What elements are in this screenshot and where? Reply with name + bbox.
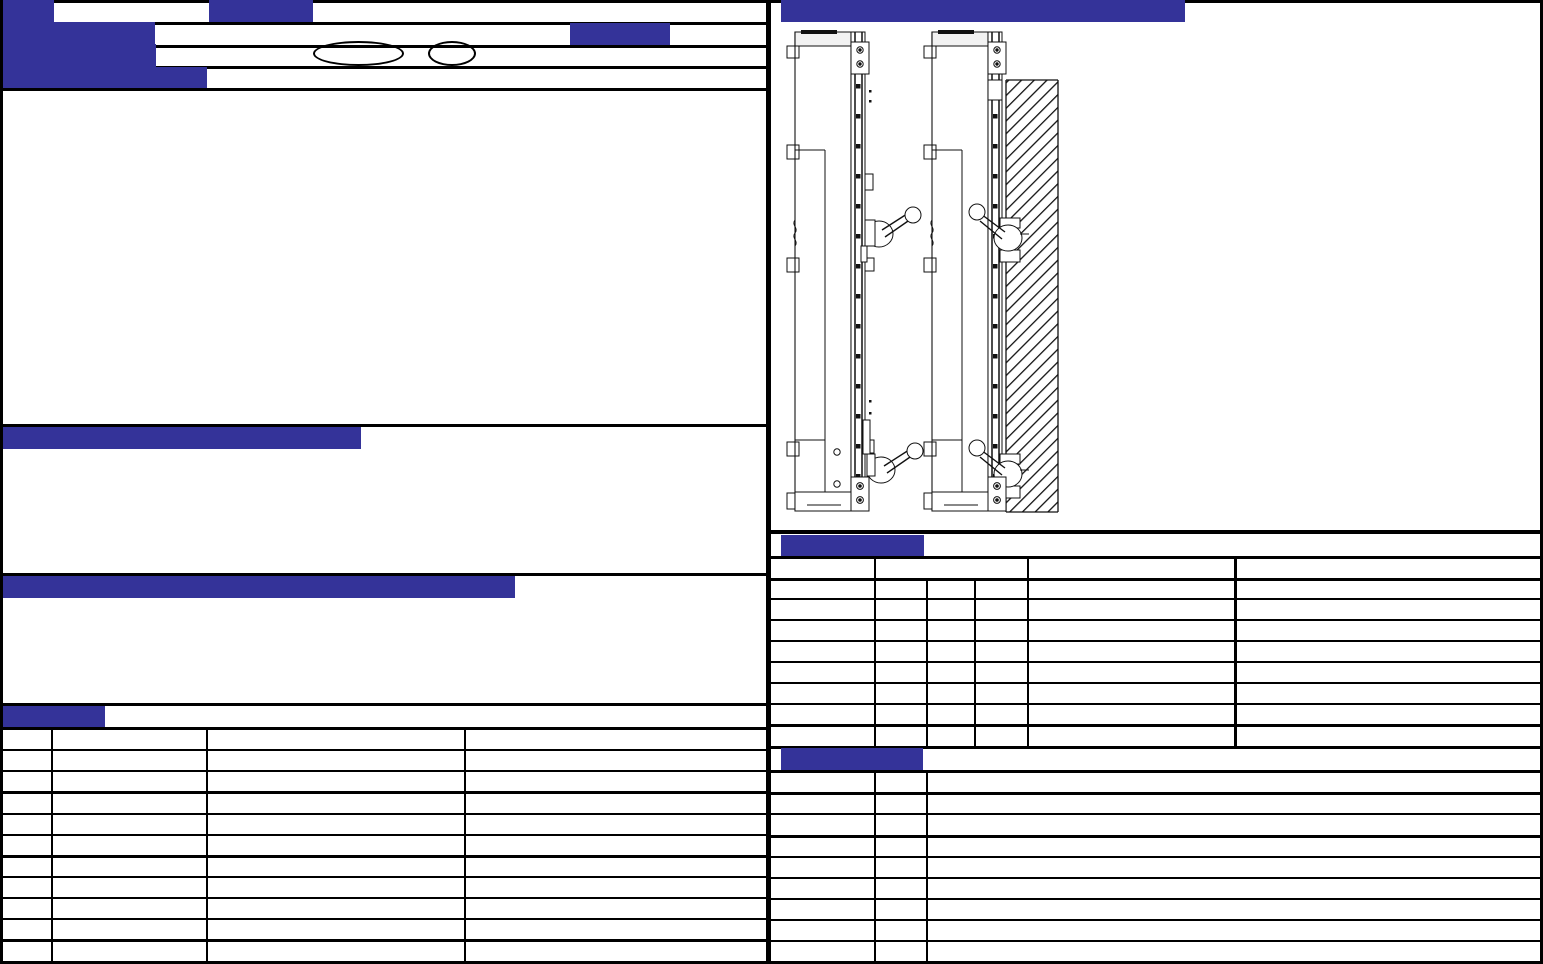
view-wall-mounted [923, 30, 1059, 513]
left-table-group-rule [3, 939, 766, 942]
clamp-knob-lower [862, 419, 924, 484]
spec-table-head-sep [771, 578, 1540, 581]
notes-table-row-rule [771, 919, 1540, 921]
section-3-heading-bar [3, 576, 515, 598]
notes-table-col-rule-2 [926, 770, 928, 961]
notes-table-row-rule [771, 856, 1540, 858]
header-field-chip-1 [209, 0, 313, 22]
option-marker-ellipse-1[interactable] [313, 41, 404, 66]
left-table-col-rule-1 [51, 727, 53, 961]
spec-table-caption-bar [781, 535, 924, 556]
left-table-row-rule [3, 770, 766, 772]
rail-assembly-drawing [786, 30, 1059, 513]
clamp-knob-upper [968, 203, 1029, 263]
spec-table-col-rule-5 [1234, 556, 1237, 746]
spec-table-col-rule-3 [974, 578, 976, 746]
header-row3-rule [3, 66, 766, 69]
section-2-heading-bar [3, 427, 361, 449]
spec-table-row-rule [771, 703, 1540, 705]
notes-table-caption-bar [781, 748, 923, 770]
view-free-standing [786, 30, 924, 512]
spec-table-col-rule-2 [926, 578, 928, 746]
spec-table-row-rule [771, 598, 1540, 600]
section-1-heading-bar [3, 67, 207, 89]
left-table-row-rule [3, 749, 766, 751]
left-table-row-rule [3, 834, 766, 836]
page-border-bottom [0, 961, 1543, 964]
left-table-row-rule [3, 876, 766, 878]
notes-table-group-rule [771, 835, 1540, 838]
left-table-row-rule [3, 918, 766, 920]
notes-table-col-rule-1 [874, 770, 876, 961]
header-row1-rule [3, 22, 766, 25]
spec-table-row-rule [771, 619, 1540, 621]
wall-section [1005, 79, 1059, 513]
header-label-chip-row3b [104, 44, 156, 67]
section-3-bottom-rule [3, 703, 766, 706]
spec-table-row-rule [771, 640, 1540, 642]
section-1-bottom-rule [3, 424, 766, 427]
notes-table-row-rule [771, 940, 1540, 942]
page-border-top [0, 0, 1543, 3]
spec-table-head-rule [771, 556, 1540, 559]
notes-table-row-rule [771, 898, 1540, 900]
spec-table-row-rule [771, 661, 1540, 663]
left-table-caption-bar [3, 706, 105, 728]
drawing-caption-bar [781, 0, 1185, 22]
notes-table-row-rule [771, 877, 1540, 879]
notes-table-row-rule [771, 813, 1540, 815]
left-table-group-rule [3, 855, 766, 858]
left-table-col-rule-3 [464, 727, 466, 961]
clamp-knob-upper [860, 206, 922, 263]
notes-table-head-rule [771, 770, 1540, 773]
option-marker-ellipse-2[interactable] [428, 41, 476, 66]
panel-divider [766, 0, 771, 964]
spec-table-row-rule [771, 682, 1540, 684]
header-field-chip-2 [570, 23, 670, 45]
left-table-row-rule [3, 813, 766, 815]
spec-table-group-rule [771, 724, 1540, 727]
left-table-row-rule [3, 897, 766, 899]
left-table-group-rule [3, 791, 766, 794]
header-label-chip-row2 [53, 22, 155, 46]
spec-table-bottom-rule [771, 746, 1540, 749]
spec-table-col-rule-4 [1027, 556, 1029, 746]
page-border-left [0, 0, 3, 964]
spec-table-col-rule-1 [874, 556, 876, 746]
technical-drawing [771, 22, 1540, 530]
spec-table-top-rule [771, 531, 1540, 534]
rail-holes [856, 84, 861, 479]
section-1-top-rule [3, 88, 766, 91]
page-border-right [1540, 0, 1543, 964]
section-2-bottom-rule [3, 573, 766, 576]
header-label-chip-main [3, 0, 54, 68]
notes-table-group-rule [771, 792, 1540, 795]
left-table-head-rule [3, 727, 766, 730]
left-table-col-rule-2 [206, 727, 208, 961]
